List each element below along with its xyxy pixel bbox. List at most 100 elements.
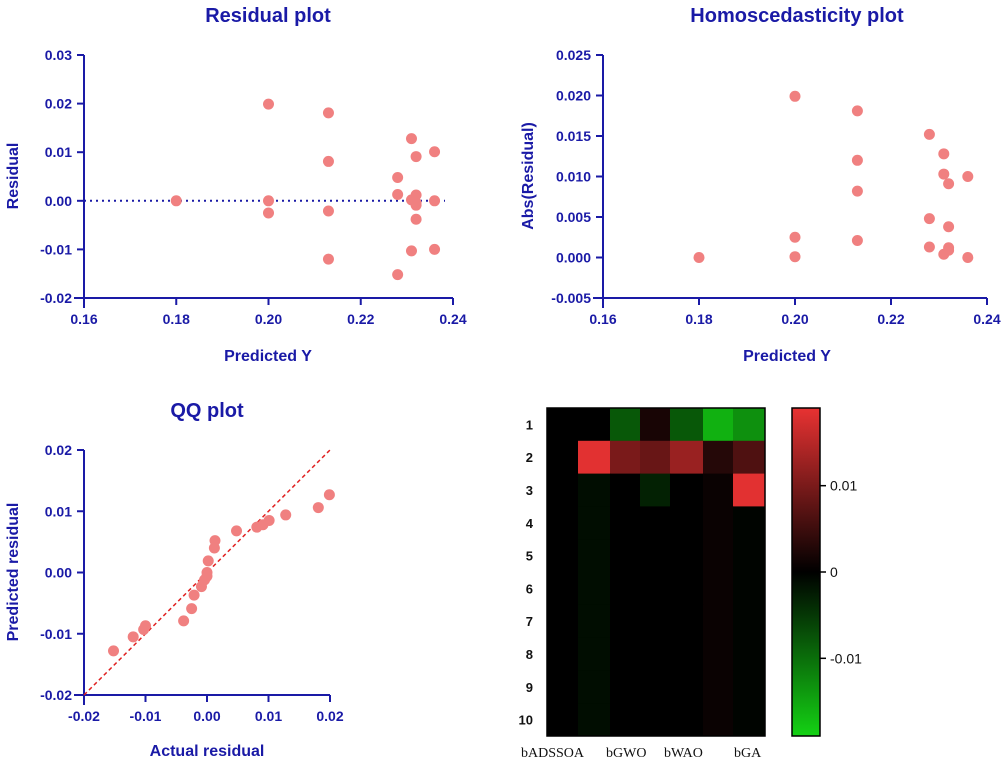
data-point [429, 243, 441, 255]
heatmap-cell [578, 408, 611, 442]
data-point [322, 107, 334, 119]
y-tick-label: 0.010 [556, 169, 591, 185]
heatmap-row-label: 3 [526, 483, 533, 498]
heatmap-cell [610, 703, 641, 737]
data-point [263, 195, 274, 207]
y-tick-label: 0.020 [556, 88, 591, 104]
heatmap-cell [670, 670, 704, 704]
heatmap-row-label: 8 [526, 647, 533, 662]
data-point [851, 105, 863, 117]
y-tick-label: 0.03 [45, 47, 72, 63]
data-point [178, 615, 190, 627]
data-point [170, 195, 182, 207]
heatmap-row-label: 2 [526, 450, 533, 465]
residual-plot-title: Residual plot [205, 5, 331, 27]
heatmap-cell [610, 440, 641, 475]
data-point [410, 189, 422, 201]
heatmap-cell [578, 440, 611, 475]
heatmap-cell [703, 440, 734, 475]
heatmap-cell [733, 637, 766, 671]
data-point [263, 207, 274, 219]
colorbar-tick-label: -0.01 [830, 650, 862, 666]
heatmap-cell [610, 473, 641, 507]
heatmap-cell [670, 703, 704, 737]
qq-plot-panel: QQ plot Actual residual Predicted residu… [5, 400, 344, 760]
qq-plot-title: QQ plot [170, 400, 244, 422]
heatmap-cell [703, 506, 734, 540]
y-tick-label: -0.02 [40, 290, 72, 306]
heatmap-cell [670, 506, 704, 540]
data-point [263, 98, 274, 110]
data-point [140, 620, 151, 632]
residual-plot-panel: Residual plot Predicted Y Residual -0.02… [5, 5, 467, 365]
heatmap-cell [670, 637, 704, 671]
y-tick-label: 0.02 [45, 442, 72, 458]
homoscedasticity-plot-xlabel: Predicted Y [743, 348, 831, 365]
data-point [410, 213, 422, 225]
residual-plot-xlabel: Predicted Y [224, 348, 312, 365]
heatmap-cell [547, 703, 579, 737]
data-point [405, 133, 417, 145]
heatmap-cell [640, 539, 671, 573]
y-tick-label: 0.01 [45, 144, 72, 160]
data-point [127, 631, 139, 643]
x-tick-label: 0.22 [877, 311, 904, 327]
heatmap-cell [733, 703, 766, 737]
x-tick-label: 0.20 [255, 311, 282, 327]
x-tick-label: -0.01 [130, 708, 162, 724]
heatmap-cell [610, 604, 641, 639]
heatmap-cell [733, 670, 766, 704]
data-point [405, 245, 417, 257]
heatmap-cell [578, 506, 611, 540]
y-tick-label: 0.015 [556, 128, 591, 144]
heatmap-row-label: 5 [526, 549, 533, 564]
x-tick-label: 0.24 [973, 311, 1000, 327]
x-tick-label: 0.00 [193, 708, 220, 724]
x-tick-label: 0.18 [163, 311, 190, 327]
data-point [851, 154, 863, 166]
heatmap-cell [547, 572, 579, 606]
heatmap-cell [670, 539, 704, 573]
homoscedasticity-plot-ylabel: Abs(Residual) [520, 122, 537, 230]
y-tick-label: 0.025 [556, 47, 591, 63]
data-point [943, 178, 955, 190]
y-tick-label: 0.005 [556, 209, 591, 225]
heatmap-row-label: 7 [526, 614, 533, 629]
data-point [322, 253, 334, 265]
y-tick-label: 0.02 [45, 96, 72, 112]
heatmap-cell [733, 440, 766, 475]
data-point [923, 128, 935, 140]
heatmap-cell [703, 670, 734, 704]
y-tick-label: -0.02 [40, 687, 72, 703]
heatmap-cell [578, 670, 611, 704]
heatmap-cell [670, 604, 704, 639]
x-tick-label: 0.16 [70, 311, 97, 327]
data-point [186, 603, 198, 615]
heatmap-cell [640, 670, 671, 704]
data-point [943, 244, 955, 256]
data-point [429, 146, 441, 158]
heatmap-column-label: bGA [734, 746, 762, 761]
heatmap-cell [547, 473, 579, 507]
data-point [231, 525, 243, 537]
heatmap-cell [610, 408, 641, 442]
heatmap-row-label: 1 [526, 417, 533, 432]
heatmap-cell [578, 637, 611, 671]
x-tick-label: 0.02 [316, 708, 343, 724]
y-tick-label: -0.005 [551, 290, 591, 306]
data-point [322, 205, 334, 217]
data-point [392, 188, 404, 200]
heatmap-cell [670, 440, 704, 475]
heatmap-row-label: 4 [526, 516, 534, 531]
heatmap-cell [547, 604, 579, 639]
heatmap-cell [733, 572, 766, 606]
heatmap-row-label: 10 [519, 713, 533, 728]
x-tick-label: -0.02 [68, 708, 100, 724]
qq-plot-xlabel: Actual residual [150, 743, 265, 760]
heatmap-cell [733, 506, 766, 540]
heatmap-cell [670, 408, 704, 442]
data-point [943, 221, 955, 233]
data-point [789, 251, 801, 263]
heatmap-cell [547, 440, 579, 475]
